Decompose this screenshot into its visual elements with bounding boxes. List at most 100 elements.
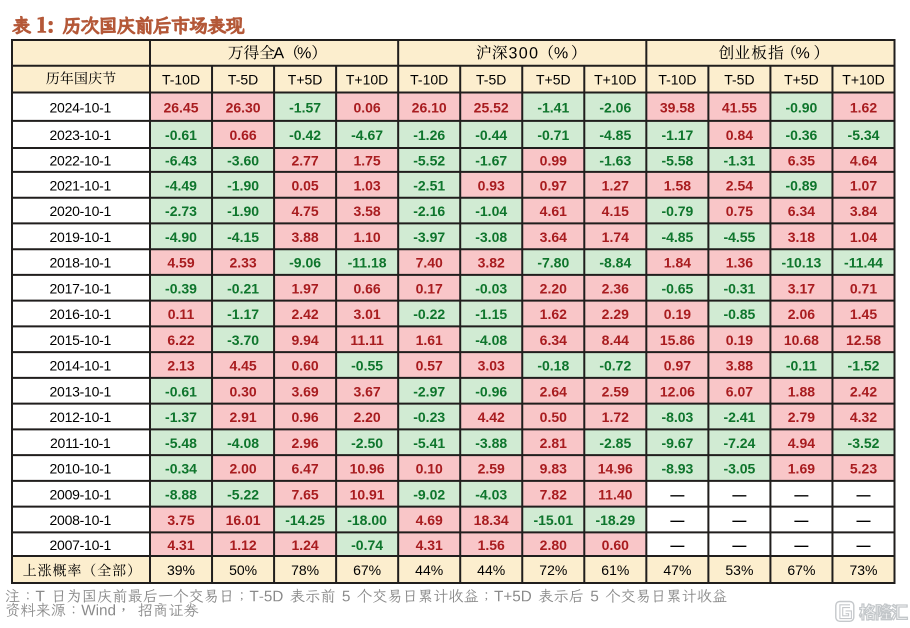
- svg-text:67%: 67%: [787, 562, 815, 578]
- svg-text:-2.41: -2.41: [723, 409, 755, 425]
- svg-text:0.19: 0.19: [664, 306, 691, 322]
- svg-text:-0.21: -0.21: [227, 280, 259, 296]
- svg-text:0.17: 0.17: [416, 280, 443, 296]
- svg-text:-8.03: -8.03: [661, 409, 693, 425]
- svg-text:-0.03: -0.03: [475, 280, 507, 296]
- svg-text:-5.34: -5.34: [848, 127, 880, 143]
- svg-text:1.69: 1.69: [788, 461, 815, 477]
- svg-text:-0.55: -0.55: [351, 358, 383, 374]
- svg-text:2.13: 2.13: [167, 358, 194, 374]
- svg-text:4.42: 4.42: [478, 409, 505, 425]
- svg-text:3.88: 3.88: [726, 358, 753, 374]
- svg-text:-4.85: -4.85: [599, 127, 631, 143]
- svg-text:0.05: 0.05: [291, 177, 318, 193]
- svg-text:T-10D: T-10D: [658, 72, 696, 88]
- svg-text:0.57: 0.57: [416, 358, 443, 374]
- svg-text:1.62: 1.62: [850, 99, 877, 115]
- svg-text:3.88: 3.88: [291, 229, 318, 245]
- svg-text:2.36: 2.36: [602, 280, 629, 296]
- svg-text:6.47: 6.47: [291, 461, 318, 477]
- svg-text:2.64: 2.64: [540, 383, 567, 399]
- svg-text:—: —: [857, 537, 871, 553]
- svg-text:—: —: [794, 512, 808, 528]
- svg-text:T-10D: T-10D: [410, 72, 448, 88]
- svg-text:-1.26: -1.26: [413, 127, 445, 143]
- svg-text:2011-10-1: 2011-10-1: [50, 435, 111, 451]
- svg-text:-4.08: -4.08: [475, 332, 507, 348]
- svg-text:-1.90: -1.90: [227, 203, 259, 219]
- svg-text:2.59: 2.59: [602, 383, 629, 399]
- svg-text:0.30: 0.30: [229, 383, 256, 399]
- svg-text:2.59: 2.59: [478, 461, 505, 477]
- svg-text:2016-10-1: 2016-10-1: [50, 306, 112, 322]
- svg-text:2014-10-1: 2014-10-1: [50, 358, 112, 374]
- svg-text:7.82: 7.82: [540, 486, 567, 502]
- svg-text:6.07: 6.07: [726, 383, 753, 399]
- svg-text:3.75: 3.75: [167, 512, 194, 528]
- svg-text:6.35: 6.35: [788, 153, 815, 169]
- svg-text:T+10D: T+10D: [842, 72, 884, 88]
- svg-text:2.29: 2.29: [602, 306, 629, 322]
- svg-text:-0.79: -0.79: [661, 203, 693, 219]
- svg-text:2.06: 2.06: [788, 306, 815, 322]
- svg-text:18.34: 18.34: [474, 512, 509, 528]
- svg-text:3.67: 3.67: [353, 383, 380, 399]
- svg-text:-3.88: -3.88: [475, 435, 507, 451]
- svg-text:-14.25: -14.25: [285, 512, 325, 528]
- svg-text:14.96: 14.96: [598, 461, 633, 477]
- svg-text:-5.41: -5.41: [413, 435, 445, 451]
- svg-text:2021-10-1: 2021-10-1: [50, 177, 112, 193]
- svg-text:1.72: 1.72: [602, 409, 629, 425]
- svg-text:-1.52: -1.52: [848, 358, 880, 374]
- svg-text:50%: 50%: [229, 562, 257, 578]
- svg-text:-3.05: -3.05: [723, 461, 755, 477]
- svg-text:-0.23: -0.23: [413, 409, 445, 425]
- svg-text:2.77: 2.77: [291, 153, 318, 169]
- svg-text:0.66: 0.66: [229, 127, 256, 143]
- svg-text:4.15: 4.15: [602, 203, 629, 219]
- svg-text:—: —: [794, 537, 808, 553]
- svg-text:2.91: 2.91: [229, 409, 256, 425]
- svg-text:-1.67: -1.67: [475, 153, 507, 169]
- svg-text:1.88: 1.88: [788, 383, 815, 399]
- svg-text:-3.60: -3.60: [227, 153, 259, 169]
- svg-text:3.69: 3.69: [291, 383, 318, 399]
- svg-text:3.03: 3.03: [478, 358, 505, 374]
- svg-text:-2.51: -2.51: [413, 177, 445, 193]
- svg-text:-5.58: -5.58: [661, 153, 693, 169]
- svg-text:2022-10-1: 2022-10-1: [50, 153, 112, 169]
- svg-text:4.32: 4.32: [850, 409, 877, 425]
- svg-text:0.11: 0.11: [168, 306, 195, 322]
- svg-text:—: —: [732, 512, 746, 528]
- svg-text:1.61: 1.61: [416, 332, 443, 348]
- svg-text:5.23: 5.23: [850, 461, 877, 477]
- svg-text:T-5D: T-5D: [476, 72, 506, 88]
- svg-text:2009-10-1: 2009-10-1: [50, 486, 112, 502]
- svg-text:11.11: 11.11: [350, 332, 384, 348]
- svg-text:0.84: 0.84: [726, 127, 753, 143]
- svg-text:-4.85: -4.85: [661, 229, 693, 245]
- svg-text:-6.43: -6.43: [165, 153, 197, 169]
- svg-text:-0.96: -0.96: [475, 383, 507, 399]
- svg-text:T+5D: T+5D: [784, 72, 819, 88]
- svg-text:1.74: 1.74: [602, 229, 629, 245]
- svg-text:2010-10-1: 2010-10-1: [50, 461, 112, 477]
- svg-text:1.45: 1.45: [850, 306, 877, 322]
- svg-text:2.20: 2.20: [353, 409, 380, 425]
- svg-text:-5.48: -5.48: [165, 435, 197, 451]
- svg-text:-3.97: -3.97: [413, 229, 445, 245]
- svg-text:1.04: 1.04: [850, 229, 877, 245]
- svg-text:2018-10-1: 2018-10-1: [50, 255, 112, 271]
- svg-text:12.58: 12.58: [846, 332, 881, 348]
- svg-text:-3.70: -3.70: [227, 332, 259, 348]
- svg-text:39%: 39%: [167, 562, 195, 578]
- svg-text:3.64: 3.64: [540, 229, 567, 245]
- svg-text:0.06: 0.06: [353, 99, 380, 115]
- svg-text:-0.36: -0.36: [785, 127, 817, 143]
- svg-text:2008-10-1: 2008-10-1: [50, 512, 112, 528]
- svg-text:2015-10-1: 2015-10-1: [50, 332, 112, 348]
- svg-text:39.58: 39.58: [660, 99, 695, 115]
- svg-text:-8.93: -8.93: [661, 461, 693, 477]
- svg-text:-3.08: -3.08: [475, 229, 507, 245]
- svg-text:-0.85: -0.85: [723, 306, 755, 322]
